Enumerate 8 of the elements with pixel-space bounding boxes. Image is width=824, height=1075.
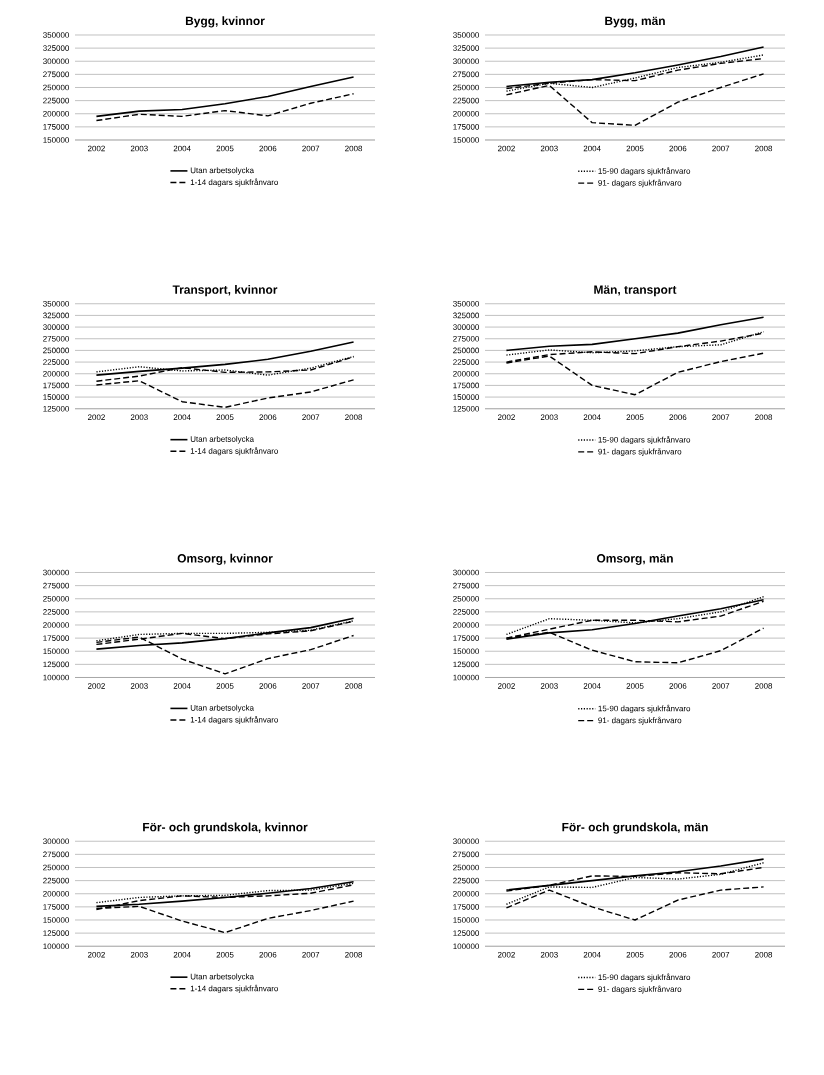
chart-title: Män, transport	[594, 285, 677, 297]
chart-title: Bygg, män	[605, 16, 665, 28]
chart-title: Bygg, kvinnor	[185, 16, 265, 28]
chart-title: Omsorg, män	[596, 554, 673, 565]
chart-title: Transport, kvinnor	[172, 285, 278, 297]
chart-title: För- och grundskola, kvinnor	[143, 822, 308, 834]
chart-title: Omsorg, kvinnor	[177, 553, 273, 565]
chart-title: För- och grundskola, män	[562, 822, 708, 834]
